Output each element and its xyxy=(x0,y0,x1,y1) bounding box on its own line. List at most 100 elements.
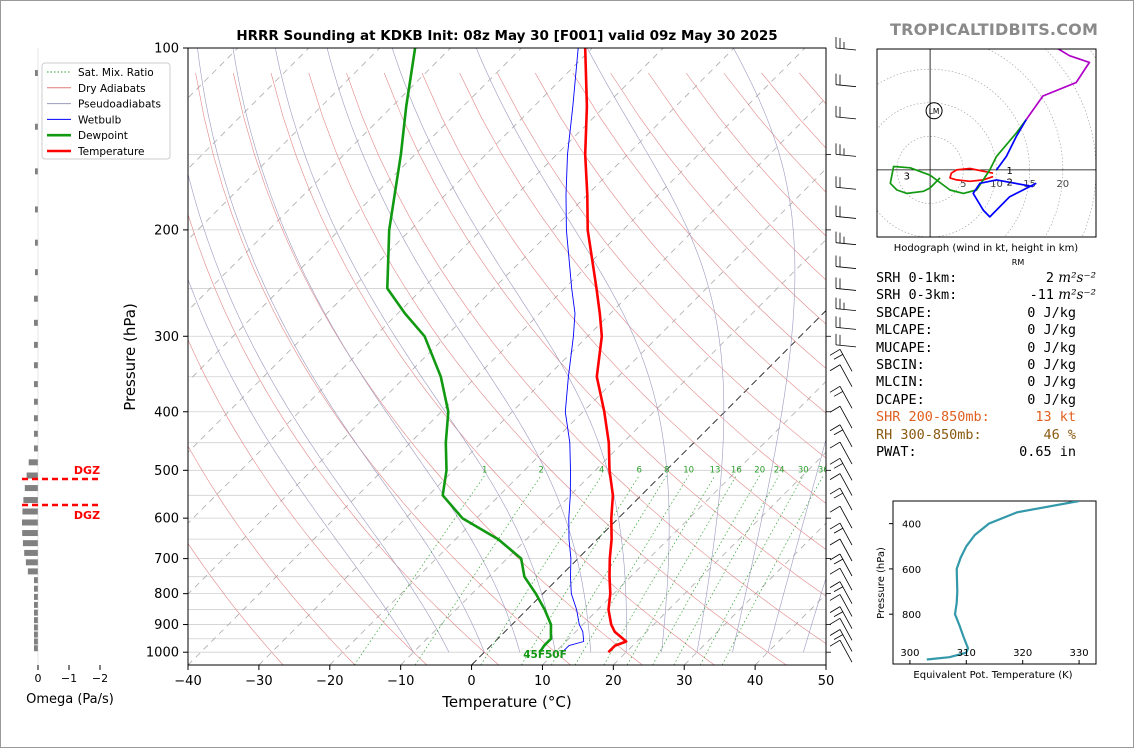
chart-title: HRRR Sounding at KDKB Init: 08z May 30 [… xyxy=(236,28,777,44)
theta-e-profile xyxy=(926,501,1080,661)
y-tick-label: 900 xyxy=(154,618,179,633)
omega-bar xyxy=(35,70,38,77)
pseudoadiabat xyxy=(475,48,670,653)
param-row: MUCAPE: 0 J/kg xyxy=(876,340,1096,357)
hodograph-trace xyxy=(949,167,994,183)
omega-tick-1: −1 xyxy=(61,672,77,685)
isotherm xyxy=(613,451,826,665)
x-tick-label: 40 xyxy=(747,674,764,689)
pseudoadiabat xyxy=(803,577,826,653)
theta-e-x-tick-label: 300 xyxy=(900,648,919,659)
parameters-table: SRH 0-1km: 2 m²s⁻² SRH 0-3km: -11 m²s⁻² SBCA… xyxy=(876,270,1096,461)
theta-e-ylabel: Pressure (hPa) xyxy=(876,547,887,619)
param-value: 0 J/kg xyxy=(1027,322,1076,339)
pseudoadiabat xyxy=(232,48,521,653)
param-value: 0 J/kg xyxy=(1027,374,1076,391)
theta-e-panel: 400 600 800 300 310 320 330 Pressure (hPa) Equ… xyxy=(876,500,1097,681)
dewpoint-profile xyxy=(386,48,553,653)
wind-barb xyxy=(835,231,857,246)
wind-barb xyxy=(835,205,857,219)
wind-barb xyxy=(829,629,853,652)
y-tick-label: 600 xyxy=(154,512,179,527)
mixing-ratio-line xyxy=(354,475,485,665)
mixing-ratio-label: 24 xyxy=(774,466,785,476)
isotherm xyxy=(683,522,826,665)
dry-adiabat xyxy=(188,213,499,665)
param-number: 2 xyxy=(1045,270,1055,286)
pseudoadiabat xyxy=(197,48,485,653)
dry-adiabat xyxy=(497,72,826,459)
x-tick-label: −30 xyxy=(245,674,272,689)
omega-bar xyxy=(34,645,38,652)
y-tick-label: 1000 xyxy=(146,646,179,661)
omega-bar xyxy=(35,239,38,246)
theta-e-xlabel: Equivalent Pot. Temperature (K) xyxy=(913,670,1072,681)
dry-adiabat xyxy=(188,445,356,665)
hodograph-ring-label: 15 xyxy=(1023,179,1036,190)
dry-adiabat xyxy=(188,338,428,665)
dry-adiabat xyxy=(270,72,715,665)
pseudoadiabat xyxy=(587,48,725,653)
mixing-ratio-label: 30 xyxy=(798,466,809,476)
mixing-ratio-label: 16 xyxy=(731,466,742,476)
isotherm xyxy=(0,48,25,665)
isotherm xyxy=(188,48,310,170)
wind-barb xyxy=(829,606,853,629)
param-value: 46 % xyxy=(1043,426,1076,443)
wind-barb xyxy=(835,316,857,330)
omega-bar xyxy=(35,269,38,276)
isotherm xyxy=(188,48,380,241)
y-tick-label: 100 xyxy=(154,42,179,57)
mixing-ratio-label: 20 xyxy=(754,466,765,476)
mixing-ratio-line xyxy=(414,475,542,665)
isotherm xyxy=(188,48,451,312)
omega-bar xyxy=(35,123,38,130)
param-row: SBCAPE: 0 J/kg xyxy=(876,305,1096,322)
param-label: RH 300-850mb: xyxy=(876,426,982,443)
param-value: 0 J/kg xyxy=(1027,304,1076,321)
x-tick-label: 30 xyxy=(676,674,693,689)
hodograph-rm-label: RM xyxy=(1012,258,1025,267)
omega-axis-label: Omega (Pa/s) xyxy=(26,692,114,707)
wind-barb xyxy=(829,639,853,663)
pseudoadiabat xyxy=(732,48,796,653)
hodograph-ring-label: 20 xyxy=(1056,179,1069,190)
wind-barb xyxy=(835,73,857,88)
wind-barb xyxy=(829,348,853,372)
surface-temp-label: 45F50F xyxy=(523,649,567,661)
param-row: DCAPE: 0 J/kg xyxy=(876,392,1096,409)
wind-barb xyxy=(829,487,853,511)
isotherm xyxy=(400,239,826,665)
mixing-ratio-label: 10 xyxy=(683,466,694,476)
pseudoadiabat xyxy=(767,438,826,653)
wind-barb xyxy=(829,594,853,617)
omega-bar xyxy=(34,638,38,645)
isotherm xyxy=(188,48,522,383)
pseudoadiabat xyxy=(275,48,556,653)
wind-barb xyxy=(829,364,853,387)
omega-bar xyxy=(34,601,38,608)
param-row: SBCIN: 0 J/kg xyxy=(876,357,1096,374)
wind-barb xyxy=(835,297,857,312)
wind-barb xyxy=(829,424,853,447)
wind-barb xyxy=(835,37,857,51)
pseudoadiabat xyxy=(391,48,627,653)
param-label: SBCIN: xyxy=(876,356,925,373)
skewt-plot: 1 2 4 6 8 10 13 16 20 24 30 36 10009008007006005004… xyxy=(0,42,834,712)
theta-e-y-tick-label: 800 xyxy=(902,610,921,621)
isotherm xyxy=(188,48,664,524)
omega-bar xyxy=(35,206,38,213)
omega-bar xyxy=(24,485,38,492)
omega-bar xyxy=(34,415,38,422)
mixing-ratio-label: 13 xyxy=(710,466,721,476)
omega-bar xyxy=(27,568,38,575)
omega-bar xyxy=(34,430,38,437)
y-tick-label: 800 xyxy=(154,587,179,602)
isotherm xyxy=(188,48,806,665)
mixing-ratio-label: 2 xyxy=(538,466,543,476)
y-tick-label: 700 xyxy=(154,552,179,567)
wind-barb xyxy=(829,553,853,577)
wind-barb xyxy=(829,441,853,465)
param-unit: m²s⁻² xyxy=(1054,287,1096,304)
hodograph-caption: Hodograph (wind in kt, height in km) xyxy=(894,243,1079,254)
